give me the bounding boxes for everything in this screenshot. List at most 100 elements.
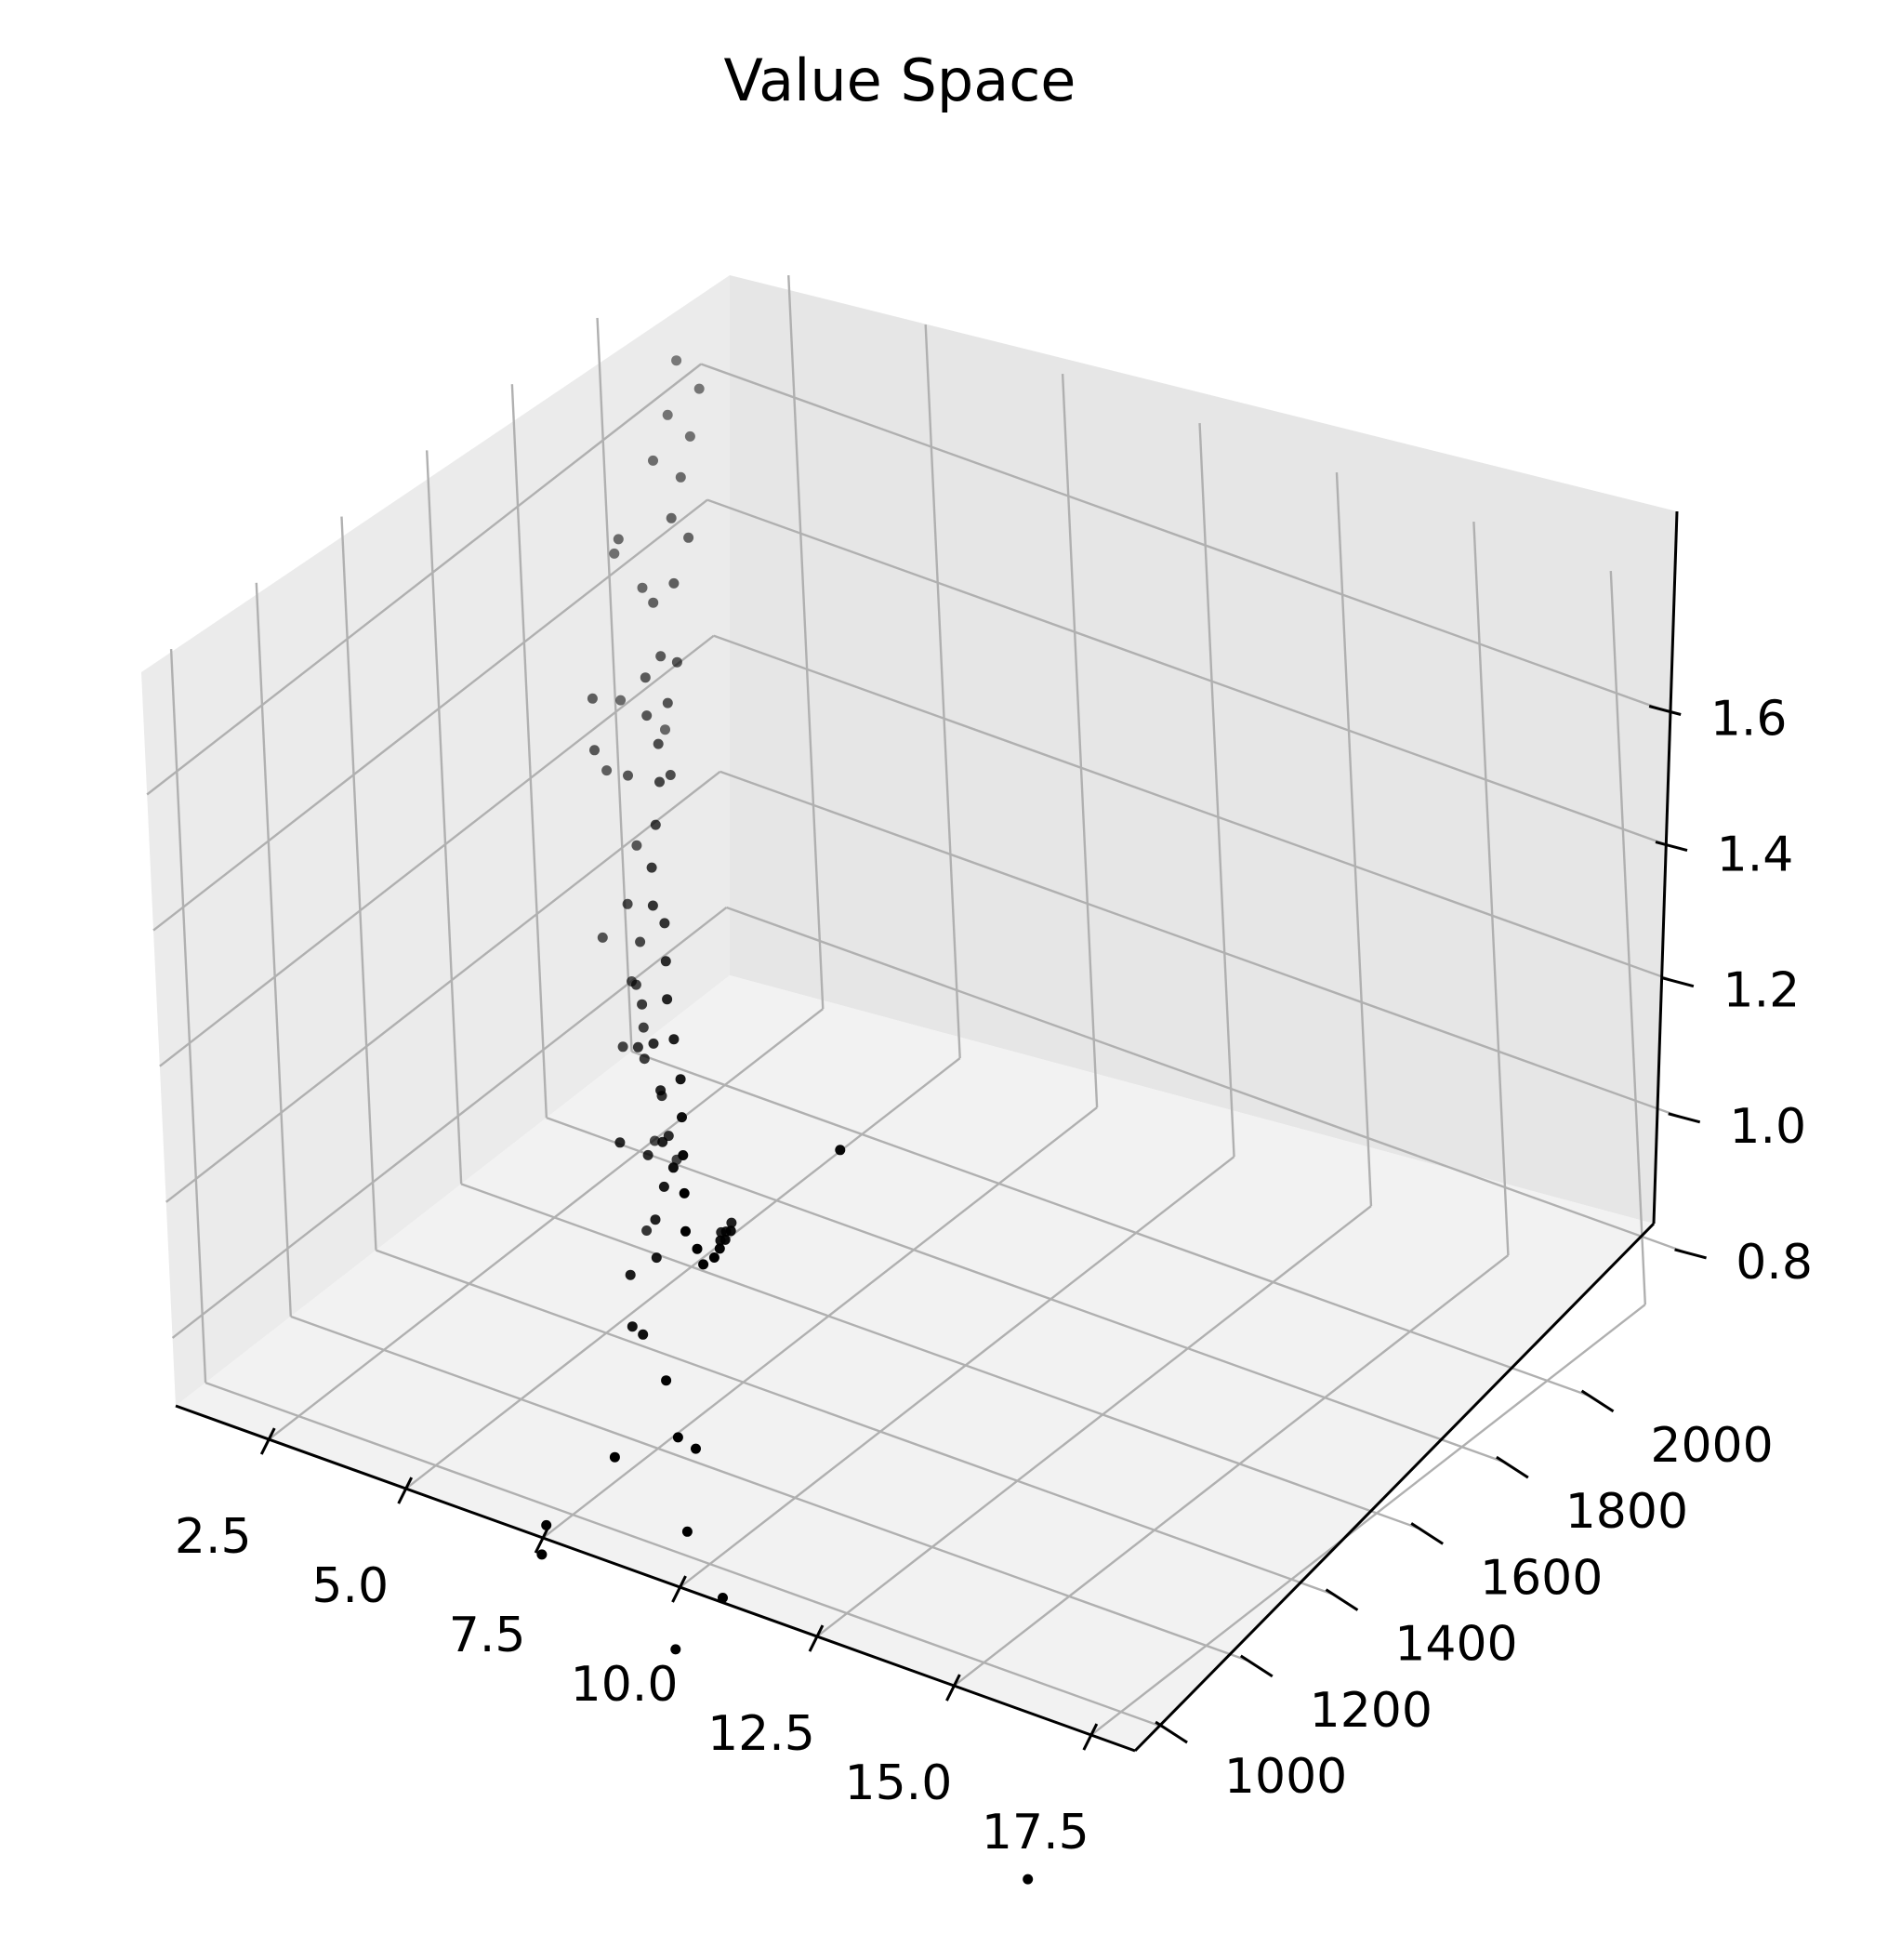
scatter-point [668, 577, 680, 589]
scatter-point [638, 1022, 649, 1033]
scatter-points [536, 355, 1034, 1885]
scatter-point [637, 999, 648, 1010]
scatter-point [679, 1187, 690, 1199]
axes: 2.5 5.0 7.5 10.0 12.5 15.0 17.5 1000 1200 1400 160… [175, 510, 1813, 1861]
scatter-point [637, 582, 648, 593]
z-tick-label: 1.0 [1729, 1099, 1806, 1155]
floor-pane [176, 975, 1654, 1751]
scatter-point [671, 656, 682, 668]
scatter-point [675, 1074, 686, 1085]
x-gridline-floor [1090, 1304, 1646, 1736]
scatter-point [666, 512, 677, 523]
scatter-point [651, 1252, 662, 1264]
right-pane [730, 275, 1677, 1224]
scatter-point [668, 1034, 680, 1045]
y-tick-label: 2000 [1650, 1418, 1773, 1474]
x-tick-mark [671, 1575, 687, 1603]
z-tick-mark [1661, 976, 1695, 988]
scatter-point [672, 1432, 683, 1443]
y-tick-mark [1155, 1720, 1188, 1744]
z-gridline-back [700, 363, 1661, 710]
scatter-point [541, 1519, 552, 1530]
scatter-point [625, 1269, 636, 1280]
y-gridline-floor [460, 1183, 1421, 1530]
y-tick-mark [1496, 1455, 1529, 1479]
left-pane [141, 275, 730, 1406]
x-tick-label: 7.5 [449, 1608, 526, 1663]
z-gridline-back [713, 634, 1674, 982]
scatter-point [622, 898, 633, 909]
scatter-point [708, 1252, 719, 1263]
z-gridline-back [719, 770, 1681, 1118]
scatter-point [691, 1443, 701, 1454]
y-tick-label: 1400 [1394, 1617, 1517, 1673]
scatter-point [617, 1041, 628, 1053]
y-gridline-floor [290, 1315, 1251, 1662]
scatter-point [653, 738, 664, 749]
scatter-point [641, 710, 653, 722]
y-axis-line [1133, 1222, 1656, 1753]
y-gridline-floor [376, 1249, 1336, 1596]
scatter-point [661, 1375, 672, 1386]
scatter-point [627, 976, 637, 987]
z-tick-label: 1.4 [1717, 828, 1794, 883]
z-gridline-back [726, 906, 1686, 1254]
x-axis-line [175, 1404, 1136, 1753]
scatter-point [609, 548, 620, 559]
z-gridline-left [165, 770, 721, 1203]
scatter-point [656, 1091, 667, 1102]
scatter-point [677, 1112, 687, 1123]
x-tick-mark [534, 1526, 550, 1554]
x-gridline-floor [679, 1156, 1235, 1588]
scatter-point [641, 1225, 653, 1236]
scatter-point [623, 770, 633, 781]
scatter-point [692, 1243, 703, 1254]
x-tick-mark [259, 1427, 276, 1455]
x-tick-label: 10.0 [571, 1657, 679, 1713]
scatter-point [670, 1644, 681, 1655]
scatter-point [613, 534, 624, 545]
scatter-point [660, 724, 670, 735]
scatter-point [654, 776, 665, 788]
scatter-point [693, 383, 705, 394]
scatter-point [614, 1137, 626, 1148]
grid-lines [146, 274, 1686, 1736]
scatter-point [589, 745, 600, 756]
scatter-point [667, 1162, 679, 1173]
y-tick-mark [1410, 1522, 1444, 1545]
scatter-point [648, 1038, 659, 1049]
x-tick-label: 15.0 [845, 1755, 953, 1811]
scatter-point [649, 1135, 660, 1146]
scatter-point [698, 1259, 709, 1270]
scatter-point [671, 1154, 682, 1165]
scatter-point [640, 672, 651, 683]
z-tick-mark [1655, 841, 1688, 853]
z-gridline-left [159, 634, 715, 1067]
scatter-point [726, 1217, 737, 1228]
scatter-point [662, 994, 673, 1005]
scatter-point [681, 1526, 693, 1537]
scatter-point [684, 430, 695, 442]
z-tick-label: 0.8 [1736, 1235, 1813, 1291]
scatter-point [647, 900, 658, 911]
x-tick-mark [945, 1674, 961, 1702]
scatter-point [715, 1235, 726, 1246]
scatter-point [663, 1131, 674, 1142]
scatter-point [646, 862, 657, 873]
scatter-point [642, 1149, 653, 1160]
x-tick-label: 5.0 [311, 1558, 389, 1614]
y-tick-mark [1580, 1389, 1615, 1413]
scatter-point [658, 1181, 669, 1192]
x-tick-mark [1082, 1723, 1099, 1751]
z-tick-label: 1.6 [1710, 692, 1788, 748]
scatter-point [660, 956, 671, 967]
scatter-point [536, 1549, 548, 1560]
z-tick-mark [1674, 1248, 1707, 1260]
y-gridline-floor [205, 1381, 1166, 1729]
scatter-point [680, 1225, 691, 1237]
scatter-point [648, 597, 659, 608]
x-gridline-floor [953, 1254, 1510, 1687]
scatter-point [714, 1243, 725, 1254]
scatter-point [648, 455, 658, 466]
